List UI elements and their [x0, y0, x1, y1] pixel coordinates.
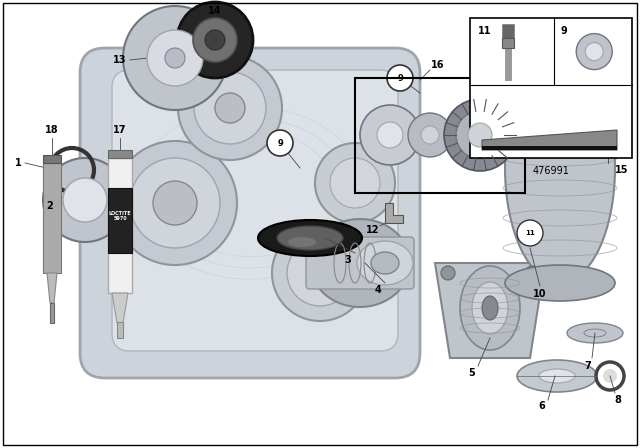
Circle shape	[444, 99, 516, 171]
Circle shape	[517, 220, 543, 246]
Ellipse shape	[505, 53, 615, 283]
Circle shape	[272, 225, 368, 321]
Text: 17: 17	[113, 125, 127, 135]
FancyBboxPatch shape	[80, 48, 420, 378]
Text: 13: 13	[113, 55, 127, 65]
Circle shape	[585, 43, 604, 60]
Polygon shape	[112, 293, 128, 323]
Text: 18: 18	[45, 125, 59, 135]
Text: LOCTITE
5970: LOCTITE 5970	[109, 211, 131, 221]
Polygon shape	[482, 130, 617, 150]
Text: 9: 9	[277, 138, 283, 147]
Circle shape	[576, 116, 604, 144]
Ellipse shape	[421, 126, 439, 144]
Circle shape	[525, 266, 539, 280]
Text: 9: 9	[397, 73, 403, 82]
Ellipse shape	[408, 113, 452, 157]
Circle shape	[194, 72, 266, 144]
Text: 16: 16	[431, 60, 445, 70]
Circle shape	[267, 130, 293, 156]
Bar	[117, 322, 123, 338]
Text: 10: 10	[533, 289, 547, 299]
Circle shape	[215, 93, 245, 123]
Text: 11: 11	[525, 230, 535, 236]
Bar	[482, 146, 617, 150]
Bar	[355, 78, 525, 193]
Text: 8: 8	[614, 395, 621, 405]
Circle shape	[130, 158, 220, 248]
FancyBboxPatch shape	[112, 70, 398, 351]
Text: 2: 2	[47, 201, 53, 211]
Text: 15: 15	[615, 165, 628, 175]
Circle shape	[178, 56, 282, 160]
Circle shape	[193, 18, 237, 62]
Ellipse shape	[258, 220, 362, 256]
Ellipse shape	[357, 241, 413, 285]
Polygon shape	[582, 122, 598, 138]
Ellipse shape	[517, 360, 597, 392]
Bar	[108, 188, 132, 253]
Ellipse shape	[63, 178, 107, 222]
Ellipse shape	[505, 90, 615, 126]
Text: 14: 14	[208, 6, 221, 16]
Circle shape	[113, 141, 237, 265]
Bar	[43, 163, 61, 273]
Ellipse shape	[472, 282, 508, 334]
Text: 11: 11	[478, 26, 492, 36]
Circle shape	[603, 369, 617, 383]
Ellipse shape	[567, 323, 623, 343]
Circle shape	[456, 111, 504, 159]
Circle shape	[287, 240, 353, 306]
Text: 7: 7	[584, 361, 591, 371]
Bar	[502, 38, 514, 48]
Circle shape	[315, 143, 395, 223]
Ellipse shape	[360, 105, 420, 165]
Ellipse shape	[482, 296, 498, 320]
Circle shape	[468, 123, 492, 147]
Bar	[43, 155, 61, 163]
Circle shape	[123, 6, 227, 110]
Circle shape	[387, 65, 413, 91]
Ellipse shape	[310, 219, 410, 307]
Text: 5: 5	[468, 368, 476, 378]
Bar	[470, 18, 632, 158]
Circle shape	[147, 30, 203, 86]
Text: 1: 1	[15, 158, 21, 168]
Bar	[530, 76, 565, 106]
Circle shape	[441, 266, 455, 280]
Text: !: !	[588, 123, 591, 129]
Text: 476991: 476991	[532, 166, 570, 176]
Ellipse shape	[539, 369, 575, 383]
Circle shape	[165, 48, 185, 68]
Polygon shape	[47, 273, 57, 303]
Ellipse shape	[460, 266, 520, 350]
Polygon shape	[385, 203, 403, 223]
Ellipse shape	[505, 265, 615, 301]
Text: 12: 12	[366, 225, 380, 235]
Polygon shape	[435, 263, 545, 358]
FancyBboxPatch shape	[306, 237, 414, 289]
Ellipse shape	[371, 252, 399, 274]
Circle shape	[205, 30, 225, 50]
Ellipse shape	[288, 237, 316, 247]
Circle shape	[153, 181, 197, 225]
Bar	[108, 150, 132, 158]
Bar	[108, 158, 132, 293]
Text: 3: 3	[344, 255, 351, 265]
Circle shape	[177, 2, 253, 78]
Ellipse shape	[43, 158, 127, 242]
Text: 6: 6	[539, 401, 545, 411]
Ellipse shape	[277, 226, 343, 250]
Text: 4: 4	[374, 285, 381, 295]
Bar	[50, 303, 54, 323]
Circle shape	[576, 34, 612, 69]
Text: 9: 9	[560, 26, 567, 36]
Ellipse shape	[377, 122, 403, 148]
Circle shape	[330, 158, 380, 208]
